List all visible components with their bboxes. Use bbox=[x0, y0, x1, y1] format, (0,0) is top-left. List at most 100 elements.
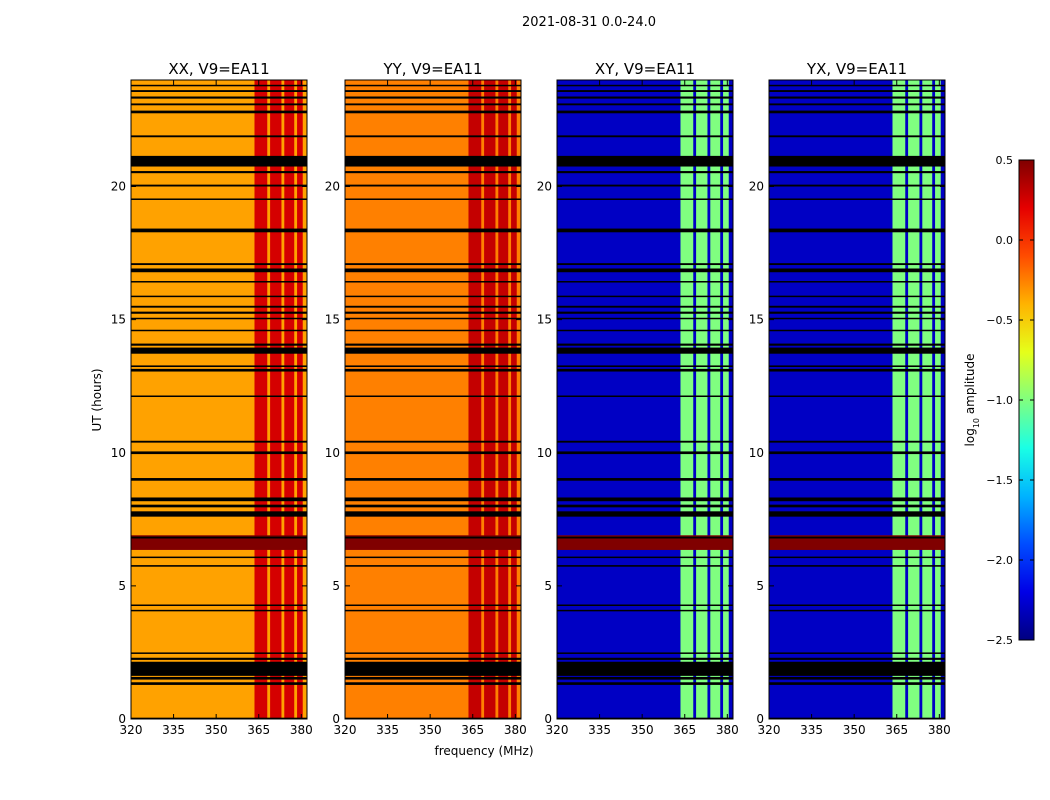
heatmap-band bbox=[254, 80, 268, 719]
panel-title: XY, V9=EA11 bbox=[595, 60, 695, 78]
flagged-row bbox=[769, 497, 945, 502]
flagged-row bbox=[345, 497, 521, 502]
flagged-row bbox=[131, 90, 307, 92]
panel-title: XX, V9=EA11 bbox=[168, 60, 269, 78]
flagged-row bbox=[557, 657, 733, 660]
x-tick-label: 335 bbox=[800, 723, 823, 737]
flagged-row bbox=[769, 536, 945, 539]
flagged-row bbox=[131, 556, 307, 559]
flagged-row bbox=[769, 268, 945, 273]
flagged-row bbox=[131, 329, 307, 332]
flagged-row bbox=[769, 155, 945, 167]
flagged-row bbox=[769, 504, 945, 508]
flagged-row bbox=[131, 171, 307, 174]
flagged-row bbox=[557, 103, 733, 106]
flagged-row bbox=[131, 365, 307, 368]
colorbar-tick-label: −2.0 bbox=[986, 554, 1013, 567]
colorbar: 0.5 0.0 −0.5 −1.0 −1.5 −2.0 −2.5 bbox=[986, 154, 1035, 647]
flagged-row bbox=[345, 504, 521, 508]
flagged-row bbox=[769, 682, 945, 685]
panel-xx: XX, V9=EA11 320 335 350 365 380 0 5 10 15 20 bbox=[111, 60, 313, 737]
x-tick-label: 365 bbox=[247, 723, 270, 737]
heatmap-rfi-band bbox=[769, 535, 945, 550]
flagged-row bbox=[345, 661, 521, 676]
heatmap-band bbox=[892, 80, 906, 719]
heatmap-band bbox=[710, 80, 721, 719]
flagged-row bbox=[769, 228, 945, 233]
flagged-row bbox=[557, 268, 733, 273]
x-tick-label: 320 bbox=[334, 723, 357, 737]
flagged-row bbox=[769, 110, 945, 114]
flagged-row bbox=[345, 184, 521, 187]
flagged-row bbox=[557, 661, 733, 676]
flagged-row bbox=[557, 317, 733, 320]
flagged-row bbox=[345, 682, 521, 685]
x-tick-label: 335 bbox=[162, 723, 185, 737]
flagged-row bbox=[557, 536, 733, 539]
flagged-row bbox=[769, 676, 945, 680]
flagged-row bbox=[557, 395, 733, 398]
panel-yy-image bbox=[345, 80, 521, 719]
flagged-row bbox=[131, 281, 307, 283]
colorbar-tick-label: 0.5 bbox=[996, 154, 1014, 167]
y-tick-label: 20 bbox=[111, 180, 126, 194]
flagged-row bbox=[769, 305, 945, 308]
x-tick-label: 350 bbox=[631, 723, 654, 737]
flagged-row bbox=[131, 135, 307, 138]
flagged-row bbox=[345, 365, 521, 368]
flagged-row bbox=[557, 96, 733, 99]
flagged-row bbox=[345, 96, 521, 99]
flagged-row bbox=[131, 184, 307, 187]
flagged-row bbox=[345, 228, 521, 233]
x-tick-label: 320 bbox=[546, 723, 569, 737]
y-tick-label: 5 bbox=[756, 579, 764, 593]
flagged-row bbox=[131, 198, 307, 200]
flagged-row bbox=[131, 110, 307, 114]
flagged-row bbox=[131, 96, 307, 99]
x-tick-label: 365 bbox=[673, 723, 696, 737]
flagged-row bbox=[557, 682, 733, 685]
flagged-row bbox=[769, 511, 945, 517]
flagged-row bbox=[557, 556, 733, 559]
x-tick-label: 380 bbox=[716, 723, 739, 737]
flagged-row bbox=[345, 329, 521, 332]
x-tick-label: 365 bbox=[461, 723, 484, 737]
panel-xy-image bbox=[557, 80, 733, 719]
panel-yy: YY, V9=EA11 320 335 350 365 380 0 5 10 15 20 bbox=[325, 60, 527, 737]
flagged-row bbox=[345, 198, 521, 200]
flagged-row bbox=[345, 295, 521, 298]
flagged-row bbox=[769, 657, 945, 660]
x-tick-label: 365 bbox=[885, 723, 908, 737]
flagged-row bbox=[557, 281, 733, 283]
heatmap-band bbox=[284, 80, 295, 719]
panel-xy: XY, V9=EA11 320 335 350 365 380 0 5 10 15 20 bbox=[537, 60, 739, 737]
flagged-row bbox=[557, 305, 733, 308]
flagged-row bbox=[769, 329, 945, 332]
flagged-row bbox=[769, 317, 945, 320]
y-tick-label: 0 bbox=[756, 712, 764, 726]
heatmap-band bbox=[723, 80, 729, 719]
x-tick-label: 335 bbox=[376, 723, 399, 737]
flagged-row bbox=[557, 478, 733, 481]
flagged-row bbox=[131, 604, 307, 607]
x-tick-label: 335 bbox=[588, 723, 611, 737]
flagged-row bbox=[131, 652, 307, 654]
flagged-row bbox=[345, 395, 521, 398]
flagged-row bbox=[557, 511, 733, 517]
flagged-row bbox=[131, 228, 307, 233]
heatmap-band bbox=[511, 80, 517, 719]
flagged-row bbox=[345, 565, 521, 567]
colorbar-tick-label: −0.5 bbox=[986, 314, 1013, 327]
flagged-row bbox=[345, 84, 521, 87]
flagged-row bbox=[345, 511, 521, 517]
heatmap-band bbox=[468, 80, 482, 719]
flagged-row bbox=[131, 317, 307, 320]
flagged-row bbox=[769, 184, 945, 187]
flagged-row bbox=[131, 717, 307, 719]
flagged-row bbox=[769, 365, 945, 368]
panel-title: YY, V9=EA11 bbox=[382, 60, 482, 78]
x-tick-label: 350 bbox=[205, 723, 228, 737]
flagged-row bbox=[131, 657, 307, 660]
flagged-row bbox=[131, 295, 307, 298]
flagged-row bbox=[769, 343, 945, 346]
